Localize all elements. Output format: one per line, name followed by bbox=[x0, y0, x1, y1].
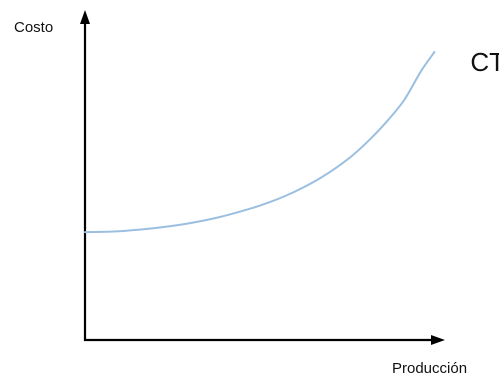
x-axis-arrow-icon bbox=[431, 335, 445, 345]
y-axis-arrow-icon bbox=[80, 10, 90, 24]
x-axis-label: Producción bbox=[392, 360, 467, 376]
series-line-ct bbox=[84, 51, 436, 234]
series-label-ct: CT bbox=[470, 47, 499, 77]
y-axis-label: Costo bbox=[14, 19, 53, 36]
series-layer: CT bbox=[84, 47, 499, 234]
